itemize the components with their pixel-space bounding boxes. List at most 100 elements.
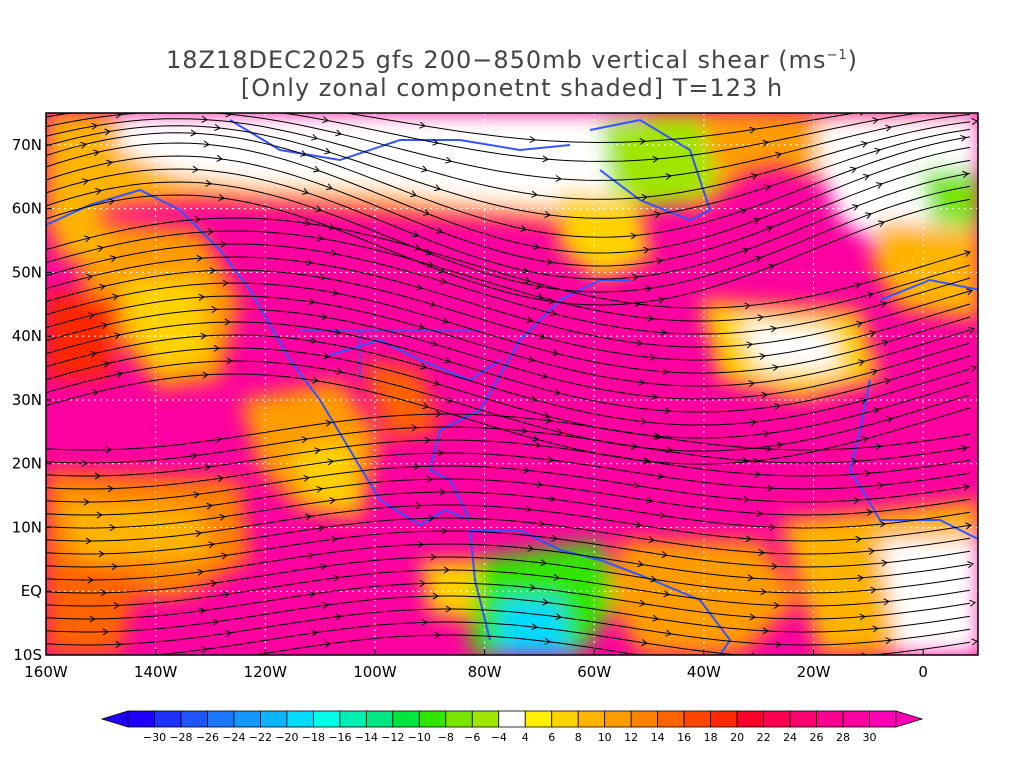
lat-tick-label: 20N bbox=[12, 455, 42, 473]
streamline-arrow bbox=[313, 165, 320, 173]
streamline-arrow bbox=[851, 458, 858, 466]
streamline-arrow bbox=[665, 172, 672, 180]
streamline-arrow bbox=[221, 552, 228, 560]
streamline-arrow bbox=[854, 282, 861, 290]
colorbar-swatch bbox=[657, 710, 685, 728]
streamline-arrow bbox=[649, 353, 656, 361]
streamline-arrow bbox=[639, 599, 646, 607]
streamline-arrow bbox=[336, 367, 343, 375]
streamline-arrow bbox=[442, 317, 449, 325]
streamline-arrow bbox=[522, 266, 529, 274]
streamline-arrow bbox=[318, 524, 325, 532]
colorbar-swatch bbox=[154, 710, 182, 728]
streamline-arrow bbox=[319, 273, 326, 281]
streamline-arrow bbox=[192, 165, 199, 173]
colorbar-swatch bbox=[233, 710, 261, 728]
streamline-arrow bbox=[90, 350, 97, 358]
streamline-arrow bbox=[317, 234, 324, 242]
streamline-arrow bbox=[878, 220, 885, 228]
streamline-arrow bbox=[105, 668, 110, 674]
streamline-arrow bbox=[756, 509, 763, 517]
streamline bbox=[46, 347, 971, 439]
streamline-arrow bbox=[529, 584, 536, 592]
streamline-arrow bbox=[223, 591, 230, 599]
streamline-arrow bbox=[739, 207, 747, 215]
streamline-arrow bbox=[210, 580, 217, 587]
streamline-arrow bbox=[753, 217, 760, 225]
streamline-arrow bbox=[645, 285, 652, 293]
colorbar-label: −26 bbox=[196, 731, 219, 744]
streamline-arrow bbox=[414, 244, 421, 251]
lat-tick-label: 10S bbox=[13, 646, 42, 664]
colorbar-swatch bbox=[260, 710, 288, 728]
streamline-arrow bbox=[418, 323, 425, 330]
colorbar-label: −6 bbox=[464, 731, 480, 744]
streamline-arrow bbox=[773, 601, 780, 609]
streamline-arrow bbox=[553, 573, 560, 581]
streamline-arrow bbox=[760, 588, 767, 596]
streamline-arrow bbox=[204, 463, 211, 471]
streamline-arrow bbox=[966, 288, 973, 296]
streamline-arrow bbox=[523, 466, 530, 474]
streamline-arrow bbox=[434, 631, 441, 639]
streamline-arrow bbox=[113, 602, 120, 610]
colorbar-label: −24 bbox=[222, 731, 245, 744]
streamline-arrow bbox=[322, 602, 329, 610]
streamline-arrow bbox=[424, 436, 431, 444]
colorbar-swatch bbox=[710, 710, 738, 728]
streamline-arrow bbox=[742, 247, 749, 255]
streamline-arrow bbox=[438, 266, 445, 274]
colorbar-swatch bbox=[736, 710, 764, 728]
streamline-arrow bbox=[114, 332, 121, 340]
colorbar-swatch bbox=[286, 710, 314, 728]
lon-tick-label: 120W bbox=[244, 663, 288, 681]
colorbar-swatch bbox=[180, 710, 208, 728]
streamline-arrow bbox=[879, 520, 886, 528]
streamline bbox=[46, 439, 971, 477]
streamline-arrow bbox=[428, 514, 435, 522]
colorbar-label: 28 bbox=[836, 731, 850, 744]
streamline bbox=[46, 256, 971, 348]
streamline-arrow bbox=[216, 154, 223, 162]
colorbar-arrow-low bbox=[100, 710, 129, 728]
streamline-arrow bbox=[434, 184, 441, 192]
colorbar-arrow-high bbox=[895, 710, 924, 728]
streamline-arrow bbox=[853, 496, 860, 504]
lon-tick-label: 20W bbox=[797, 663, 831, 681]
streamline-arrow bbox=[84, 235, 91, 243]
colorbar-label: −28 bbox=[169, 731, 192, 744]
streamline-arrow bbox=[872, 117, 879, 125]
streamline-arrow bbox=[762, 139, 769, 147]
streamline-arrow bbox=[637, 560, 644, 568]
streamline bbox=[46, 295, 971, 387]
streamline-arrow bbox=[426, 475, 433, 483]
streamline-arrow bbox=[218, 194, 225, 202]
streamline-arrow bbox=[633, 481, 640, 489]
streamline-arrow bbox=[191, 452, 198, 460]
streamline-arrow bbox=[660, 328, 667, 336]
streamline-arrow bbox=[85, 537, 92, 545]
streamline-arrow bbox=[524, 276, 531, 284]
streamline-arrow bbox=[214, 124, 221, 131]
streamline-arrow bbox=[969, 599, 976, 607]
streamline-arrow bbox=[963, 483, 970, 491]
streamline-arrow bbox=[203, 140, 210, 148]
streamline-arrow bbox=[960, 134, 967, 142]
streamline-arrow bbox=[435, 410, 442, 418]
lon-axis: 160W 140W 120W 100W 80W 60W 40W 20W 0 bbox=[24, 649, 928, 681]
streamline-arrow bbox=[743, 495, 750, 504]
streamline-arrow bbox=[877, 481, 884, 489]
streamline-arrow bbox=[542, 155, 549, 163]
colorbar-swatch bbox=[842, 710, 870, 728]
colorbar-swatch bbox=[471, 710, 500, 728]
streamline-arrow bbox=[970, 365, 977, 373]
streamline bbox=[46, 426, 971, 464]
streamline-arrow bbox=[885, 637, 892, 645]
streamline-arrow bbox=[226, 357, 233, 365]
streamline-arrow bbox=[883, 598, 890, 606]
streamline-arrow bbox=[324, 147, 331, 155]
colorbar-swatch bbox=[207, 710, 235, 728]
streamline bbox=[46, 282, 971, 374]
colorbar-swatch bbox=[551, 710, 579, 728]
